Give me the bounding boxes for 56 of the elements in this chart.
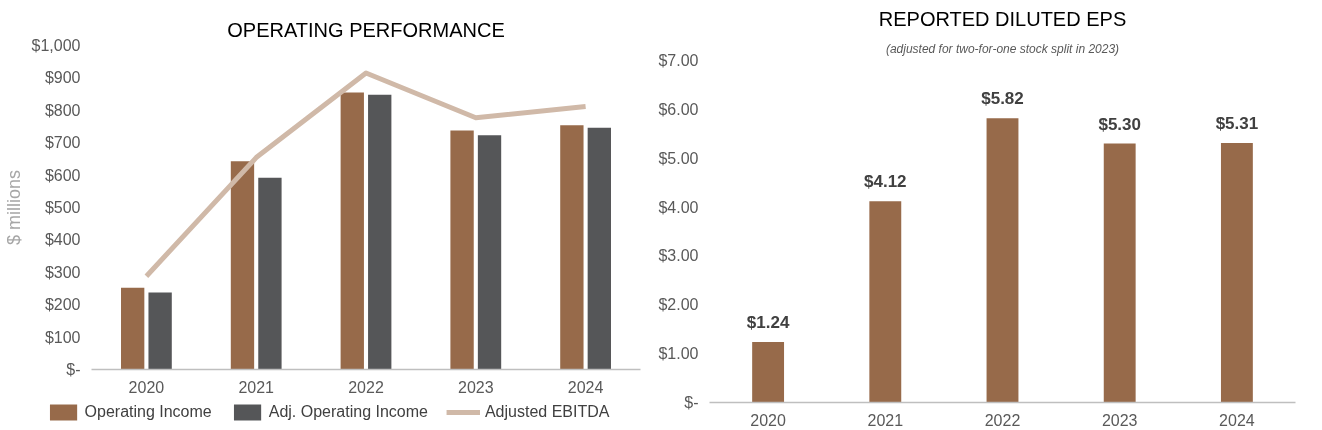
x-tick-label: 2022 — [984, 411, 1021, 429]
y-tick-label: $6.00 — [658, 100, 699, 118]
x-tick-label: 2022 — [348, 378, 384, 396]
text: $4.12 — [864, 172, 907, 192]
y-tick-label: $- — [684, 394, 699, 411]
y-tick-label: $2.00 — [658, 296, 699, 314]
chart-title: OPERATING PERFORMANCE — [227, 18, 505, 41]
y-tick-label: $1,000 — [31, 37, 81, 54]
x-tick-label: 2023 — [458, 378, 494, 396]
bar — [560, 125, 584, 370]
bar — [121, 287, 145, 370]
bar — [258, 177, 282, 370]
y-tick-label: $500 — [44, 199, 81, 216]
bar — [869, 201, 902, 403]
y-tick-label: $100 — [44, 328, 81, 346]
legend-label: Operating Income — [84, 403, 212, 422]
y-tick-label: $5.00 — [658, 149, 699, 167]
legend-label: Adj. Operating Income — [268, 403, 428, 422]
bar — [477, 135, 502, 370]
bar — [752, 341, 785, 403]
y-tick-label: $1.00 — [658, 345, 699, 363]
y-axis-title: $ millions — [3, 169, 24, 246]
y-tick-label: $4.00 — [658, 198, 699, 216]
y-tick-label: $700 — [44, 134, 81, 152]
x-tick-label: 2020 — [128, 378, 165, 396]
y-tick-label: $300 — [44, 263, 81, 281]
bar — [1220, 143, 1253, 403]
x-tick-label: 2023 — [1101, 411, 1138, 429]
x-tick-label: 2024 — [1219, 411, 1255, 429]
y-tick-label: $600 — [44, 166, 81, 184]
y-tick-label: $200 — [44, 296, 81, 314]
x-tick-label: 2021 — [867, 411, 904, 429]
legend-label: Adjusted EBITDA — [484, 403, 610, 422]
bar — [368, 94, 392, 370]
bar — [587, 127, 611, 370]
text: $5.30 — [1098, 114, 1141, 134]
bar — [340, 92, 364, 370]
chart-subtitle: (adjusted for two-for-one stock split in 2023) — [885, 41, 1120, 56]
y-tick-label: $7.00 — [658, 52, 699, 69]
y-tick-label: $900 — [44, 69, 81, 87]
x-tick-label: 2024 — [567, 378, 604, 396]
y-tick-label: $3.00 — [658, 247, 699, 265]
bar — [986, 118, 1019, 403]
x-tick-label: 2020 — [750, 411, 786, 429]
bar — [148, 292, 172, 370]
bar — [1103, 143, 1136, 403]
bar — [230, 161, 255, 370]
y-tick-label: $800 — [44, 101, 81, 119]
text: $1.24 — [746, 312, 790, 332]
y-tick-label: $400 — [44, 231, 81, 249]
text: $5.82 — [981, 89, 1024, 109]
bar — [450, 130, 474, 370]
text: $5.31 — [1215, 114, 1259, 134]
chart-title: REPORTED DILUTED EPS — [878, 7, 1127, 30]
x-tick-label: 2021 — [238, 378, 275, 396]
y-tick-label: $- — [66, 361, 81, 378]
